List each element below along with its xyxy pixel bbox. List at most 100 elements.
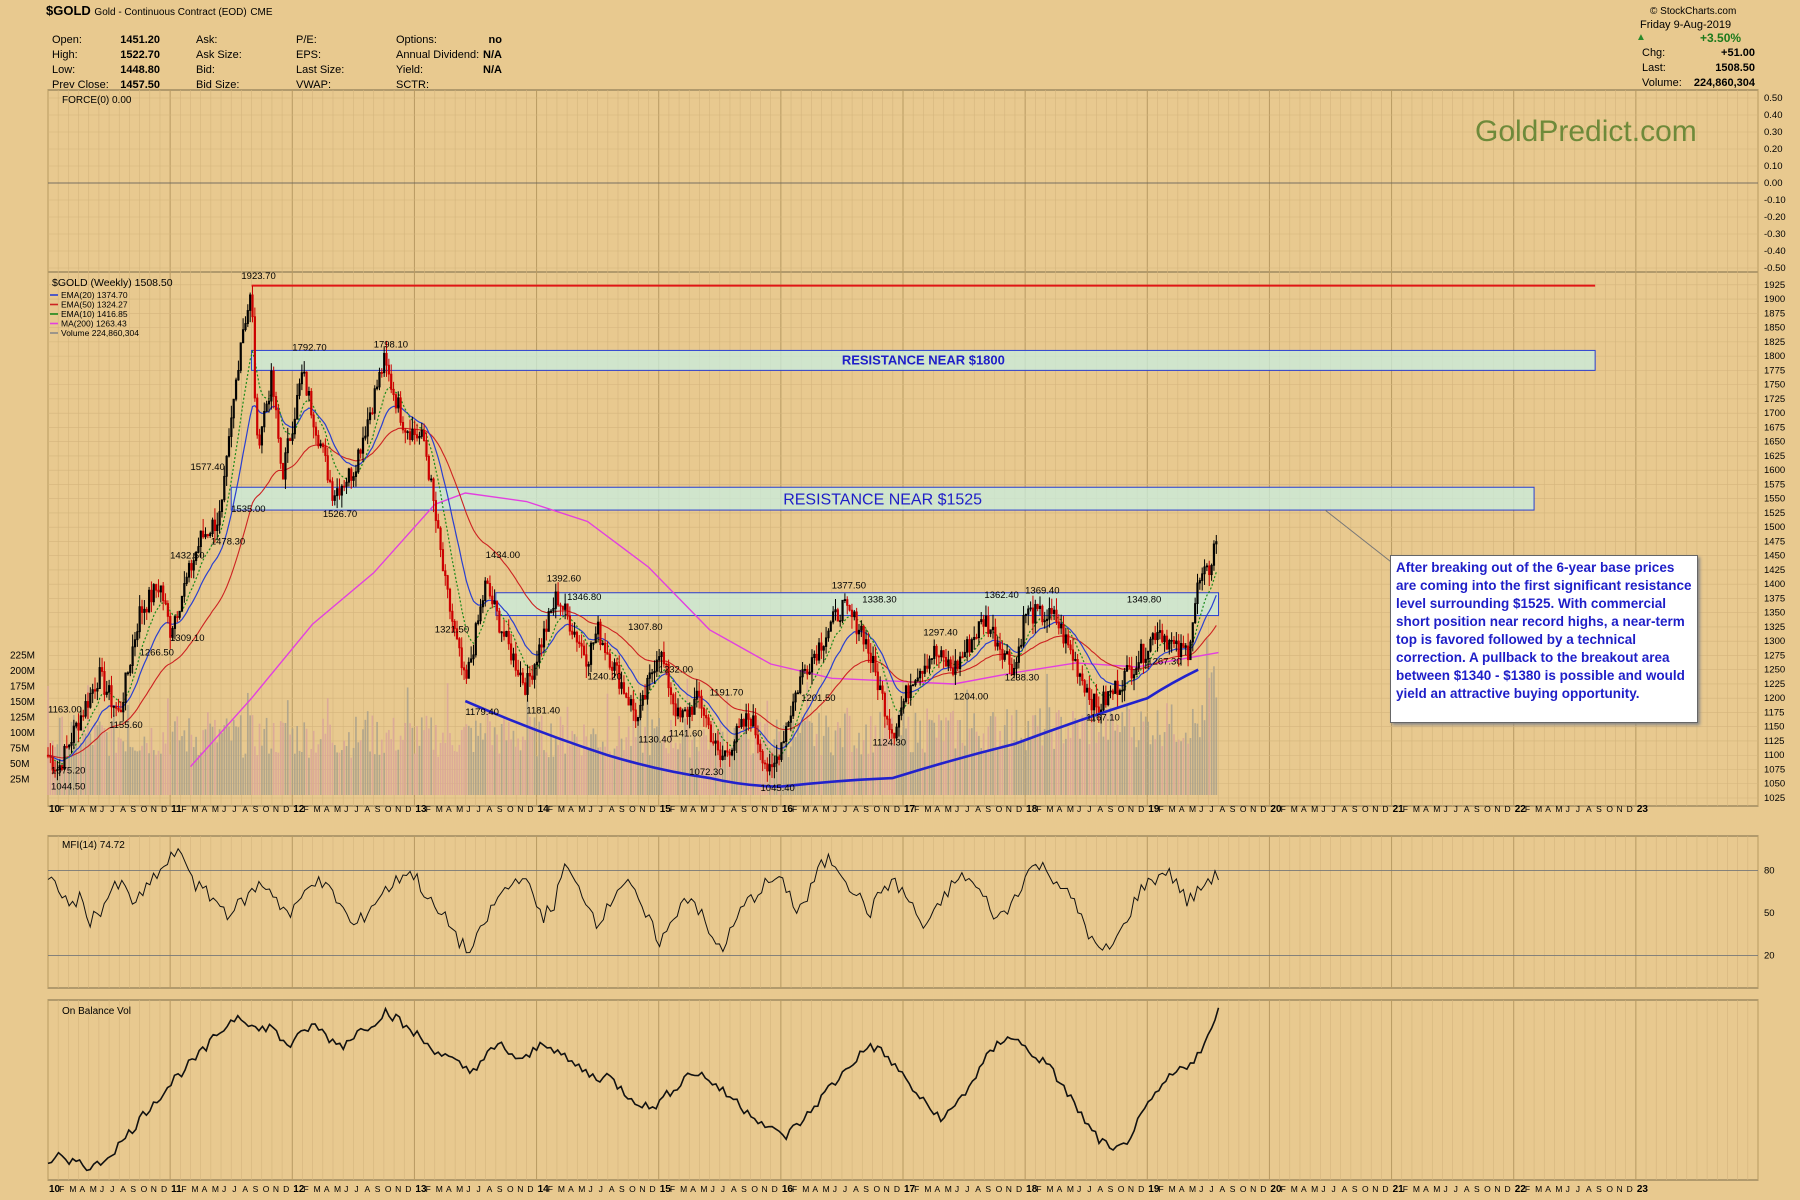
candle-body xyxy=(199,530,202,547)
stat-value: 1448.80 xyxy=(120,64,160,76)
candle-body xyxy=(707,717,710,726)
candle-body xyxy=(881,685,884,694)
x-axis-label: F xyxy=(914,804,919,814)
volume-bar xyxy=(390,739,393,795)
candle-body xyxy=(1095,693,1098,708)
volume-bar xyxy=(1121,711,1124,795)
volume-bar xyxy=(475,720,477,795)
volume-bar xyxy=(275,751,277,795)
candle-body xyxy=(535,661,539,666)
x-axis-label: J xyxy=(110,804,114,814)
volume-bar xyxy=(698,751,700,795)
candle-body xyxy=(935,645,938,657)
candle-body xyxy=(162,585,165,602)
x-axis-label: J xyxy=(711,804,715,814)
volume-bar xyxy=(310,748,313,795)
legend-label: EMA(20) 1374.70 xyxy=(61,290,128,300)
stat-label: VWAP: xyxy=(296,79,332,91)
x-axis-label: M xyxy=(1433,804,1440,814)
candle-body xyxy=(430,478,433,481)
x-axis-label: J xyxy=(843,1184,847,1194)
candle-body xyxy=(1194,603,1197,624)
volume-bar xyxy=(479,723,482,795)
volume-bar xyxy=(564,753,566,795)
candle-body xyxy=(824,637,828,647)
x-axis-label: O xyxy=(996,804,1003,814)
volume-bar xyxy=(378,754,381,795)
price-title: $GOLD (Weekly) 1508.50 xyxy=(52,277,173,289)
candle-body xyxy=(474,623,477,656)
base-curve xyxy=(464,668,1199,788)
volume-bar xyxy=(884,722,886,795)
force-tick-label: -0.10 xyxy=(1764,195,1786,206)
volume-bar xyxy=(1036,725,1039,795)
candle-body xyxy=(796,692,799,695)
volume-bar xyxy=(369,751,371,795)
x-axis-label: D xyxy=(1382,1184,1388,1194)
volume-bar xyxy=(98,721,101,795)
volume-bar xyxy=(477,735,480,795)
candle-body xyxy=(665,663,668,666)
candle-body xyxy=(991,626,995,631)
volume-bar xyxy=(75,724,78,795)
ma200-line xyxy=(189,492,1219,768)
candle-body xyxy=(1109,690,1112,693)
zone-label: RESISTANCE NEAR $1525 xyxy=(783,492,982,509)
candle-body xyxy=(648,672,651,679)
price-label: 1201.50 xyxy=(801,693,835,704)
volume-bar xyxy=(110,723,113,795)
candle-body xyxy=(1137,662,1140,669)
price-label: 1432.50 xyxy=(170,551,204,562)
volume-bar xyxy=(392,717,395,795)
x-axis-label: J xyxy=(232,804,236,814)
x-axis-label: N xyxy=(1128,804,1134,814)
candle-body xyxy=(754,715,757,736)
candle-body xyxy=(634,709,637,722)
stat-label: Annual Dividend: xyxy=(396,49,480,61)
volume-bar xyxy=(183,730,186,795)
candle-body xyxy=(615,662,618,666)
volume-bar xyxy=(61,716,63,795)
candle-body xyxy=(256,397,259,436)
x-axis-label: A xyxy=(1423,804,1429,814)
x-axis-label: A xyxy=(1342,1184,1348,1194)
volume-bar xyxy=(1046,673,1048,795)
candle-body xyxy=(533,664,536,680)
volume-bar xyxy=(752,753,755,795)
candle-body xyxy=(145,608,148,613)
credit: © StockCharts.com xyxy=(1650,6,1737,17)
volume-bar xyxy=(921,748,924,795)
volume-bar xyxy=(326,698,329,795)
x-axis-label: 10 xyxy=(49,804,61,815)
x-axis-label: D xyxy=(1016,804,1022,814)
x-axis-label: M xyxy=(802,1184,809,1194)
x-axis-label: M xyxy=(1413,1184,1420,1194)
candle-body xyxy=(1186,645,1190,661)
stat-label: Chg: xyxy=(1642,47,1666,59)
grid xyxy=(47,89,1759,1181)
volume-bar xyxy=(841,747,844,795)
volume-bar xyxy=(1175,741,1178,795)
volume-bar xyxy=(684,718,686,795)
volume-bar xyxy=(1166,703,1168,795)
volume-bar xyxy=(493,727,496,795)
x-axis-label: A xyxy=(1464,804,1470,814)
mfi-tick-label: 80 xyxy=(1764,865,1775,876)
x-axis-label: 22 xyxy=(1515,804,1527,815)
candle-body xyxy=(672,694,675,705)
legend-label: MA(200) 1263.43 xyxy=(61,319,127,329)
x-axis-label: A xyxy=(568,804,574,814)
x-axis-label: D xyxy=(405,1184,411,1194)
stat-value: N/A xyxy=(483,49,502,61)
volume-bar xyxy=(1107,739,1109,795)
candle-body xyxy=(756,734,760,745)
candle-body xyxy=(1196,582,1199,605)
candle-body xyxy=(357,449,360,473)
volume-bar xyxy=(1055,712,1058,795)
x-axis-label: O xyxy=(629,1184,636,1194)
x-axis-label: M xyxy=(1169,1184,1176,1194)
candle-body xyxy=(662,651,665,665)
volume-bar xyxy=(531,725,534,795)
volume-bar xyxy=(174,721,176,795)
candle-body xyxy=(1029,607,1032,610)
